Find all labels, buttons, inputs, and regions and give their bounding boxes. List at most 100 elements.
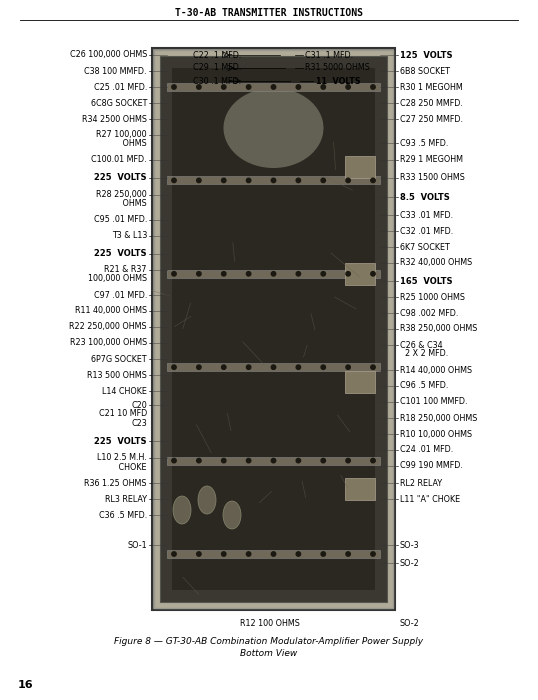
Text: C30 .1 MFD.: C30 .1 MFD. xyxy=(193,76,241,85)
Bar xyxy=(152,48,395,610)
Circle shape xyxy=(197,458,201,463)
Circle shape xyxy=(222,85,226,89)
Circle shape xyxy=(296,85,301,89)
Text: SO-2: SO-2 xyxy=(400,559,420,568)
Text: R31 5000 OHMS: R31 5000 OHMS xyxy=(305,64,370,73)
Text: R34 2500 OHMS: R34 2500 OHMS xyxy=(82,115,147,123)
Text: R33 1500 OHMS: R33 1500 OHMS xyxy=(400,174,465,183)
Circle shape xyxy=(321,178,325,183)
Text: C100.01 MFD.: C100.01 MFD. xyxy=(91,155,147,164)
Circle shape xyxy=(222,178,226,183)
Circle shape xyxy=(222,272,226,276)
Text: R25 1000 OHMS: R25 1000 OHMS xyxy=(400,293,465,302)
Text: R32 40,000 OHMS: R32 40,000 OHMS xyxy=(400,258,472,267)
Text: C24 .01 MFD.: C24 .01 MFD. xyxy=(400,445,453,454)
Text: SO-2: SO-2 xyxy=(400,619,420,627)
Text: 6K7 SOCKET: 6K7 SOCKET xyxy=(400,242,450,251)
Circle shape xyxy=(271,85,275,89)
Text: 6P7G SOCKET: 6P7G SOCKET xyxy=(91,354,147,363)
Text: 2 X 2 MFD.: 2 X 2 MFD. xyxy=(400,349,448,358)
Text: L10 2.5 M.H.: L10 2.5 M.H. xyxy=(97,454,147,463)
Circle shape xyxy=(296,178,301,183)
Circle shape xyxy=(246,272,251,276)
Text: R21 & R37: R21 & R37 xyxy=(104,265,147,274)
Text: C26 100,000 OHMS: C26 100,000 OHMS xyxy=(69,50,147,60)
Circle shape xyxy=(172,85,176,89)
Circle shape xyxy=(321,272,325,276)
Circle shape xyxy=(246,85,251,89)
Text: C33 .01 MFD.: C33 .01 MFD. xyxy=(400,211,453,220)
Circle shape xyxy=(296,365,301,370)
Text: C31 .1 MFD.: C31 .1 MFD. xyxy=(305,50,353,60)
Circle shape xyxy=(197,178,201,183)
Circle shape xyxy=(271,458,275,463)
Text: C28 250 MMFD.: C28 250 MMFD. xyxy=(400,99,463,108)
Text: C98 .002 MFD.: C98 .002 MFD. xyxy=(400,309,458,318)
Ellipse shape xyxy=(223,501,241,529)
Circle shape xyxy=(296,552,301,556)
Text: R13 500 OHMS: R13 500 OHMS xyxy=(87,370,147,379)
Text: RL3 RELAY: RL3 RELAY xyxy=(105,494,147,503)
Text: C97 .01 MFD.: C97 .01 MFD. xyxy=(94,290,147,300)
Circle shape xyxy=(371,178,375,183)
Circle shape xyxy=(172,458,176,463)
Text: R14 40,000 OHMS: R14 40,000 OHMS xyxy=(400,365,472,375)
Text: 225  VOLTS: 225 VOLTS xyxy=(95,249,147,258)
Text: C38 100 MMFD.: C38 100 MMFD. xyxy=(84,66,147,76)
Circle shape xyxy=(222,552,226,556)
Text: R27 100,000: R27 100,000 xyxy=(96,130,147,139)
Circle shape xyxy=(271,272,275,276)
Bar xyxy=(345,156,375,178)
Text: 225  VOLTS: 225 VOLTS xyxy=(95,174,147,183)
Text: R29 1 MEGOHM: R29 1 MEGOHM xyxy=(400,155,463,164)
Bar xyxy=(167,270,380,278)
Ellipse shape xyxy=(223,88,323,168)
Circle shape xyxy=(346,272,350,276)
Text: R18 250,000 OHMS: R18 250,000 OHMS xyxy=(400,414,477,423)
Bar xyxy=(345,478,375,500)
Circle shape xyxy=(321,458,325,463)
Text: 225  VOLTS: 225 VOLTS xyxy=(95,437,147,445)
Text: 165  VOLTS: 165 VOLTS xyxy=(400,276,452,286)
Circle shape xyxy=(271,552,275,556)
Text: C26 & C34: C26 & C34 xyxy=(400,340,443,349)
Ellipse shape xyxy=(173,496,191,524)
Text: Bottom View: Bottom View xyxy=(240,650,298,659)
Circle shape xyxy=(271,178,275,183)
Circle shape xyxy=(246,458,251,463)
Text: 125  VOLTS: 125 VOLTS xyxy=(400,50,452,60)
Bar xyxy=(345,263,375,286)
Circle shape xyxy=(246,552,251,556)
Text: CHOKE: CHOKE xyxy=(107,463,147,472)
Bar xyxy=(154,50,393,608)
Text: 11  VOLTS: 11 VOLTS xyxy=(316,76,360,85)
Text: C93 .5 MFD.: C93 .5 MFD. xyxy=(400,139,448,148)
Circle shape xyxy=(321,552,325,556)
Text: R12 100 OHMS: R12 100 OHMS xyxy=(240,619,300,627)
Bar xyxy=(167,176,380,184)
Bar xyxy=(167,83,380,91)
Text: OHMS: OHMS xyxy=(110,199,147,209)
Text: C22 .1 MFD.: C22 .1 MFD. xyxy=(193,50,242,60)
Bar xyxy=(172,68,375,590)
Text: R23 100,000 OHMS: R23 100,000 OHMS xyxy=(70,339,147,347)
Text: C21 10 MFD: C21 10 MFD xyxy=(99,410,147,419)
Text: T-30-AB TRANSMITTER INSTRUCTIONS: T-30-AB TRANSMITTER INSTRUCTIONS xyxy=(175,8,363,18)
Circle shape xyxy=(296,272,301,276)
Bar xyxy=(345,371,375,393)
Bar xyxy=(160,56,387,602)
Circle shape xyxy=(371,85,375,89)
Circle shape xyxy=(346,85,350,89)
Text: R28 250,000: R28 250,000 xyxy=(96,190,147,199)
Circle shape xyxy=(371,365,375,370)
Circle shape xyxy=(371,458,375,463)
Text: R22 250,000 OHMS: R22 250,000 OHMS xyxy=(69,323,147,332)
Circle shape xyxy=(371,272,375,276)
Text: C95 .01 MFD.: C95 .01 MFD. xyxy=(94,216,147,225)
Circle shape xyxy=(197,365,201,370)
Circle shape xyxy=(296,458,301,463)
Circle shape xyxy=(346,178,350,183)
Circle shape xyxy=(371,552,375,556)
Text: 16: 16 xyxy=(18,680,33,690)
Text: 6B8 SOCKET: 6B8 SOCKET xyxy=(400,66,450,76)
